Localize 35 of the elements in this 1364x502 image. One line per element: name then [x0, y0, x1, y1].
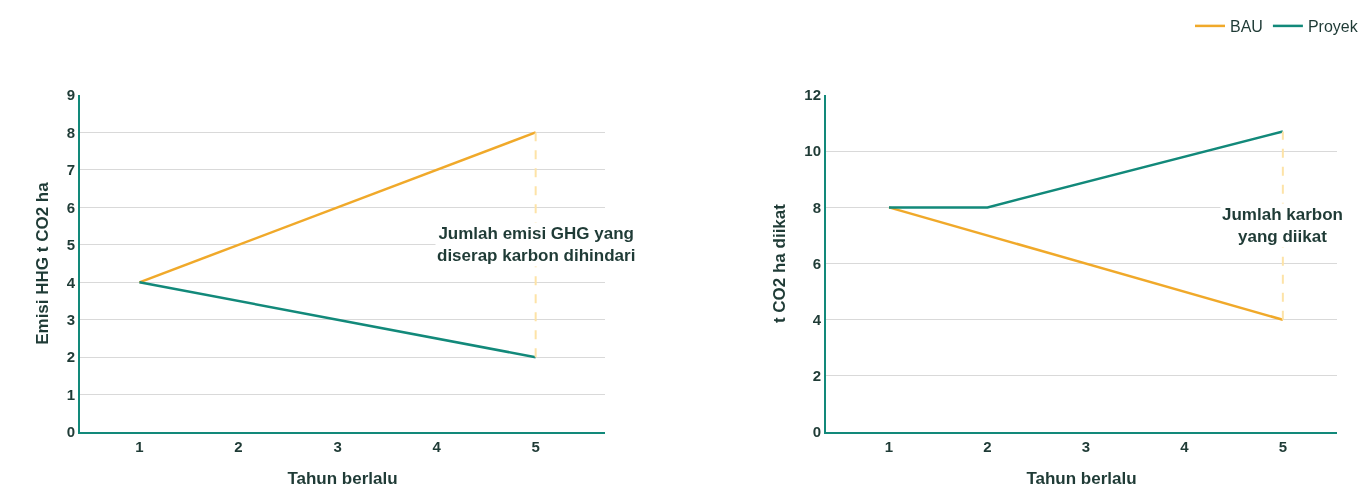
y-tick-label: 3: [66, 311, 75, 329]
x-tick-label: 5: [531, 438, 540, 456]
y-tick-label: 2: [812, 367, 821, 385]
y-axis-title: Emisi HHG t CO2 ha: [32, 181, 52, 345]
y-tick-label: 1: [66, 385, 75, 403]
x-tick-label: 2: [983, 438, 992, 456]
y-tick-label: 6: [66, 198, 75, 216]
x-axis-title: Tahun berlalu: [1026, 469, 1137, 489]
x-tick-label: 3: [333, 438, 342, 456]
y-tick-label: 0: [812, 423, 821, 441]
x-tick-label: 1: [135, 438, 144, 456]
y-tick-label: 7: [66, 161, 75, 179]
x-tick-label: 4: [1180, 438, 1190, 456]
y-tick-label: 4: [812, 311, 822, 329]
y-tick-label: 5: [66, 236, 75, 254]
y-tick-label: 4: [66, 273, 76, 291]
y-tick-label: 2: [66, 348, 75, 366]
legend-label: Proyek: [1307, 18, 1359, 36]
legend-label: BAU: [1230, 18, 1263, 36]
y-axis-title: t CO2 ha diikat: [770, 203, 790, 324]
y-tick-label: 10: [804, 142, 821, 160]
y-tick-label: 12: [804, 86, 821, 104]
y-tick-label: 6: [812, 254, 821, 272]
y-tick-label: 0: [66, 423, 75, 441]
y-tick-label: 8: [66, 123, 75, 141]
x-tick-label: 2: [234, 438, 243, 456]
x-tick-label: 3: [1081, 438, 1091, 456]
x-tick-label: 4: [432, 438, 442, 456]
annotation: Jumlah emisi GHG yang diserap karbon dihindari: [437, 224, 636, 266]
y-tick-label: 9: [66, 86, 75, 104]
y-tick-label: 8: [812, 198, 821, 216]
x-axis-title: Tahun berlalu: [287, 469, 398, 489]
annotation: Jumlah karbon yang diikat: [1222, 205, 1343, 247]
x-tick-label: 1: [884, 438, 894, 456]
x-tick-label: 5: [1278, 438, 1288, 456]
